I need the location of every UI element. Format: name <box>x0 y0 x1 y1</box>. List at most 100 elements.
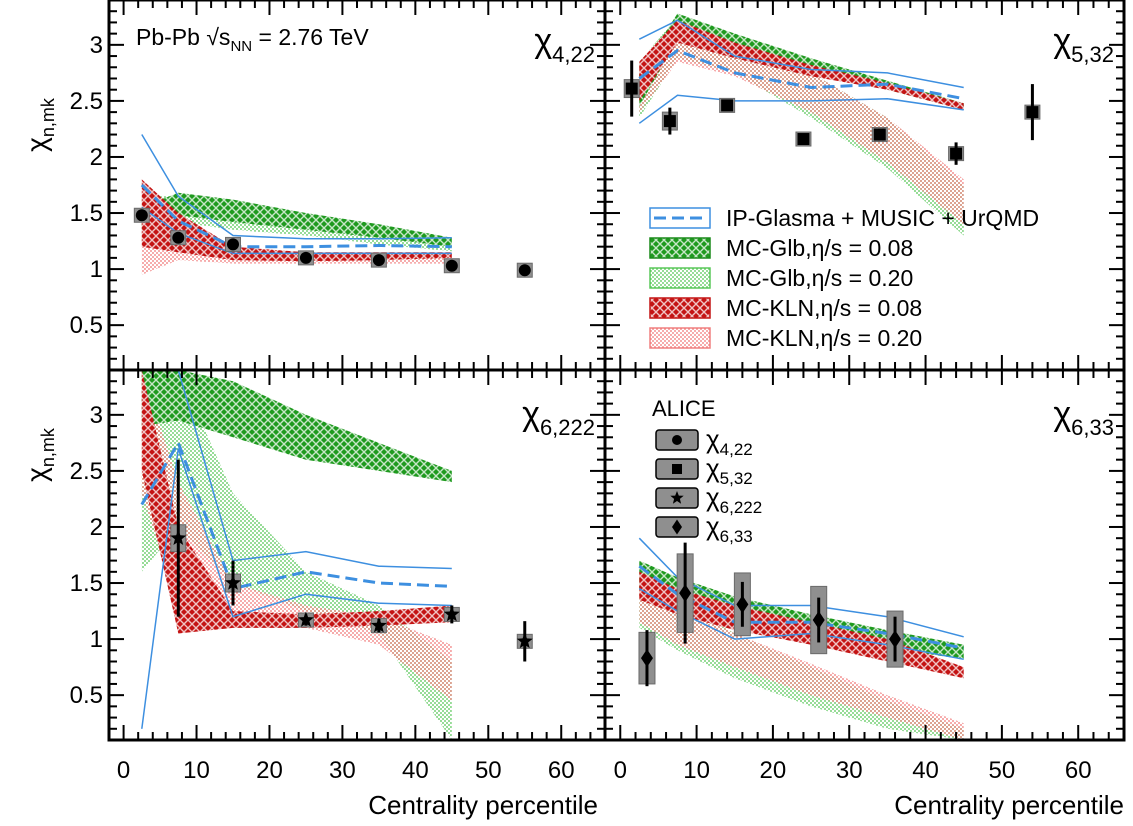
data-point-bottom-left-5 <box>516 621 533 662</box>
marker-circle <box>518 264 531 277</box>
legend-data-entry-square: χ5,32 <box>655 453 753 488</box>
legend-data-label: χ4,22 <box>706 424 753 459</box>
y-tick-label: 3 <box>90 32 103 59</box>
legend-model-label: IP-Glasma + MUSIC + UrQMD <box>726 205 1039 231</box>
legend-model-entry-kln020: MC-KLN,η/s = 0.20 <box>649 325 922 351</box>
panel-title-top-left: χ4,22 <box>534 22 595 67</box>
marker-star <box>516 632 533 649</box>
y-tick-label: 1 <box>90 256 103 283</box>
plot-area-bottom-right <box>638 537 964 740</box>
data-point-top-right-5 <box>948 142 965 165</box>
y-tick-label: 3 <box>90 402 103 429</box>
ipglasma-central-bottom-left <box>140 439 452 591</box>
x-tick-label: 0 <box>614 757 627 784</box>
ipglasma-central-top-left <box>140 183 452 249</box>
energy-label: Pb-Pb √sNN = 2.76 TeV <box>136 24 369 55</box>
marker-star <box>443 606 460 622</box>
data-point-top-left-1 <box>170 230 187 246</box>
x-tick-label: 20 <box>760 757 787 784</box>
plot-area-bottom-left <box>140 370 533 740</box>
y-tick-label: 0.5 <box>70 682 103 709</box>
data-point-bottom-left-0 <box>170 459 187 617</box>
data-point-top-right-6 <box>1024 84 1041 141</box>
ipglasma-upper-top-right <box>638 19 964 89</box>
data-point-top-right-4 <box>871 127 888 143</box>
marker-circle <box>445 259 458 272</box>
marker-star <box>370 617 387 633</box>
legend-data-label: χ6,33 <box>706 511 753 546</box>
data-point-top-right-2 <box>719 97 736 113</box>
legend-data-label: χ5,32 <box>706 453 753 488</box>
data-point-top-left-3 <box>297 250 314 266</box>
y-tick-label: 0.5 <box>70 312 103 339</box>
data-point-top-right-1 <box>661 107 678 135</box>
legend-model-entry-glb020: MC-Glb,η/s = 0.20 <box>649 265 913 291</box>
marker-diamond <box>679 584 692 603</box>
marker-circle <box>227 238 239 251</box>
legend-models: IP-Glasma + MUSIC + UrQMD MC-Glb,η/s = 0.… <box>649 205 1039 351</box>
y-tick-label: 1.5 <box>70 200 103 227</box>
data-point-bottom-left-3 <box>370 617 387 634</box>
x-tick-label: 50 <box>475 757 502 784</box>
y-tick-label: 1.5 <box>70 570 103 597</box>
marker-diamond <box>640 649 653 668</box>
y-tick-label: 2.5 <box>70 458 103 485</box>
legend-swatch <box>649 297 711 319</box>
marker-square <box>1026 106 1039 119</box>
legend-data-entry-diamond: χ6,33 <box>655 511 753 546</box>
ipglasma-upper-bottom-left <box>141 370 452 570</box>
y-axis-label-bottom: χn,mk <box>21 427 58 482</box>
y-tick-label: 1 <box>90 626 103 653</box>
legend-swatch <box>649 327 711 349</box>
panel-title-bottom-right: χ6,33 <box>1053 395 1114 440</box>
data-point-top-left-4 <box>370 252 387 268</box>
marker-diamond <box>812 611 825 630</box>
data-point-bottom-right-4 <box>886 610 904 668</box>
marker-circle <box>672 435 682 445</box>
data-point-bottom-right-3 <box>810 585 828 655</box>
plot-area-top-right <box>623 13 1041 236</box>
marker-square <box>625 82 638 95</box>
legend-model-entry-kln008: MC-KLN,η/s = 0.08 <box>649 295 922 321</box>
data-point-top-left-0 <box>133 207 150 223</box>
marker-diamond <box>889 630 902 649</box>
legend-model-label: MC-Glb,η/s = 0.08 <box>726 235 913 261</box>
legend-model-label: MC-Glb,η/s = 0.20 <box>726 265 913 291</box>
band-glb020-bottom-left <box>141 370 452 740</box>
band-kln008-bottom-left <box>141 370 452 634</box>
ipglasma-lower-bottom-left <box>141 448 452 729</box>
x-tick-label: 10 <box>683 757 710 784</box>
ipglasma-upper-top-left <box>141 134 452 240</box>
marker-star <box>298 611 314 627</box>
x-tick-label: 40 <box>402 757 429 784</box>
band-glb008-bottom-left <box>141 370 452 483</box>
marker-square <box>663 115 676 128</box>
data-point-top-left-2 <box>225 236 241 252</box>
data-point-bottom-left-2 <box>297 611 314 628</box>
marker-square <box>721 99 734 112</box>
y-tick-label: 2 <box>90 514 103 541</box>
data-point-top-left-6 <box>516 262 533 278</box>
data-point-top-right-3 <box>795 131 812 147</box>
ipglasma-lower-top-left <box>141 206 452 255</box>
x-tick-label: 60 <box>548 757 575 784</box>
legend-swatch <box>649 237 711 259</box>
marker-star <box>670 491 684 504</box>
panels: 0.511.522.53 χ4,22 χ5,320.511.522.530 10 20 3… <box>70 0 1126 784</box>
panel-title-bottom-left: χ6,222 <box>522 395 595 440</box>
data-point-bottom-right-0 <box>638 630 656 687</box>
y-tick-label: 2 <box>90 144 103 171</box>
panel-top-right: χ5,32 <box>603 0 1126 372</box>
band-kln020-top-right <box>639 22 964 225</box>
marker-circle <box>135 209 148 222</box>
marker-star <box>225 574 241 590</box>
data-point-top-left-5 <box>443 258 460 274</box>
y-tick-label: 2.5 <box>70 88 103 115</box>
marker-square <box>672 464 682 474</box>
x-tick-label: 40 <box>912 757 939 784</box>
y-axis-label-top: χn,mk <box>21 97 58 152</box>
legend-model-entry-ipglasma: IP-Glasma + MUSIC + UrQMD <box>649 205 1039 231</box>
x-tick-label: 50 <box>989 757 1016 784</box>
